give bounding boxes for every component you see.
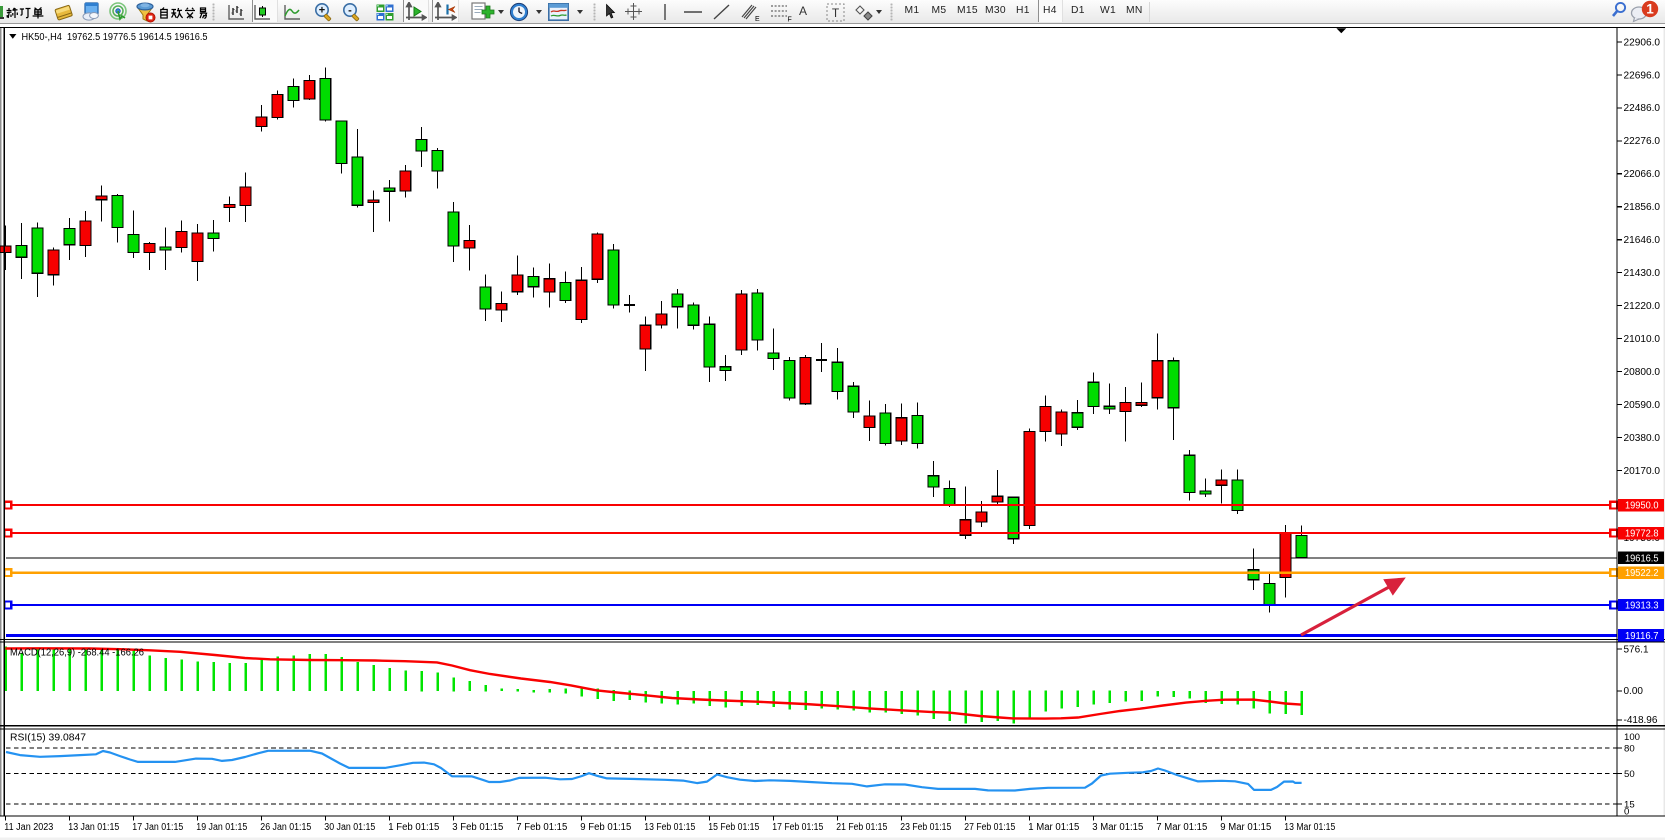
svg-text:22906.0: 22906.0	[1624, 37, 1661, 48]
svg-text:7 Feb 01:15: 7 Feb 01:15	[516, 822, 567, 833]
svg-text:7 Mar 01:15: 7 Mar 01:15	[1156, 822, 1207, 833]
svg-text:21 Feb 01:15: 21 Feb 01:15	[836, 822, 887, 833]
svg-text:27 Feb 01:15: 27 Feb 01:15	[964, 822, 1015, 833]
svg-text:0.00: 0.00	[1624, 686, 1644, 697]
svg-text:19950.0: 19950.0	[1625, 501, 1659, 512]
svg-text:15 Feb 01:15: 15 Feb 01:15	[708, 822, 759, 833]
svg-text:20800.0: 20800.0	[1624, 367, 1661, 378]
svg-text:-418.96: -418.96	[1624, 715, 1658, 726]
svg-text:9 Mar 01:15: 9 Mar 01:15	[1220, 822, 1271, 833]
svg-text:11 Jan 2023: 11 Jan 2023	[4, 822, 53, 833]
svg-text:T: T	[832, 6, 840, 20]
svg-text:1 Feb 01:15: 1 Feb 01:15	[388, 822, 439, 833]
svg-text:20380.0: 20380.0	[1624, 433, 1661, 444]
svg-text:21220.0: 21220.0	[1624, 301, 1661, 312]
svg-text:13 Mar 01:15: 13 Mar 01:15	[1284, 822, 1335, 833]
svg-text:+: +	[319, 4, 325, 16]
svg-text:22486.0: 22486.0	[1624, 103, 1661, 114]
svg-text:17 Feb 01:15: 17 Feb 01:15	[772, 822, 823, 833]
svg-text:26 Jan 01:15: 26 Jan 01:15	[260, 822, 311, 833]
svg-text:19116.7: 19116.7	[1625, 631, 1659, 642]
svg-text:HK50-,H4 19762.5 19776.5 1961: HK50-,H4 19762.5 19776.5 19614.5 19616.5	[22, 32, 208, 43]
svg-text:30 Jan 01:15: 30 Jan 01:15	[324, 822, 375, 833]
svg-text:21010.0: 21010.0	[1624, 334, 1661, 345]
svg-text:22066.0: 22066.0	[1624, 169, 1661, 180]
svg-text:19772.8: 19772.8	[1625, 529, 1659, 540]
svg-text:1: 1	[1646, 2, 1654, 17]
svg-text:9 Feb 01:15: 9 Feb 01:15	[580, 822, 631, 833]
svg-text:22696.0: 22696.0	[1624, 70, 1661, 81]
svg-text:21646.0: 21646.0	[1624, 235, 1661, 246]
svg-text:E: E	[755, 16, 760, 22]
svg-text:50: 50	[1624, 769, 1635, 780]
svg-text:17 Jan 01:15: 17 Jan 01:15	[132, 822, 183, 833]
svg-text:RSI(15) 39.0847: RSI(15) 39.0847	[10, 733, 86, 744]
svg-text:80: 80	[1624, 744, 1635, 755]
svg-text:19 Jan 01:15: 19 Jan 01:15	[196, 822, 247, 833]
svg-text:20170.0: 20170.0	[1624, 466, 1661, 477]
svg-text:21430.0: 21430.0	[1624, 268, 1661, 279]
svg-text:15: 15	[1624, 799, 1635, 810]
svg-text:3 Mar 01:15: 3 Mar 01:15	[1092, 822, 1143, 833]
svg-text:0: 0	[1624, 807, 1629, 818]
svg-text:576.1: 576.1	[1624, 645, 1649, 656]
svg-text:100: 100	[1624, 732, 1640, 743]
svg-text:3 Feb 01:15: 3 Feb 01:15	[452, 822, 503, 833]
svg-text:19522.2: 19522.2	[1625, 568, 1659, 579]
svg-text:19313.3: 19313.3	[1625, 601, 1659, 612]
svg-text:21856.0: 21856.0	[1624, 202, 1661, 213]
svg-text:MACD(12,26,9) -268.44 -166.26: MACD(12,26,9) -268.44 -166.26	[10, 648, 144, 659]
svg-text:1 Mar 01:15: 1 Mar 01:15	[1028, 822, 1079, 833]
svg-text:F: F	[788, 17, 792, 23]
svg-text:23 Feb 01:15: 23 Feb 01:15	[900, 822, 951, 833]
svg-text:20590.0: 20590.0	[1624, 400, 1661, 411]
svg-text:13 Jan 01:15: 13 Jan 01:15	[68, 822, 119, 833]
svg-text:19616.5: 19616.5	[1625, 553, 1659, 564]
svg-text:22276.0: 22276.0	[1624, 136, 1661, 147]
svg-text:13 Feb 01:15: 13 Feb 01:15	[644, 822, 695, 833]
svg-text:-: -	[348, 4, 352, 16]
